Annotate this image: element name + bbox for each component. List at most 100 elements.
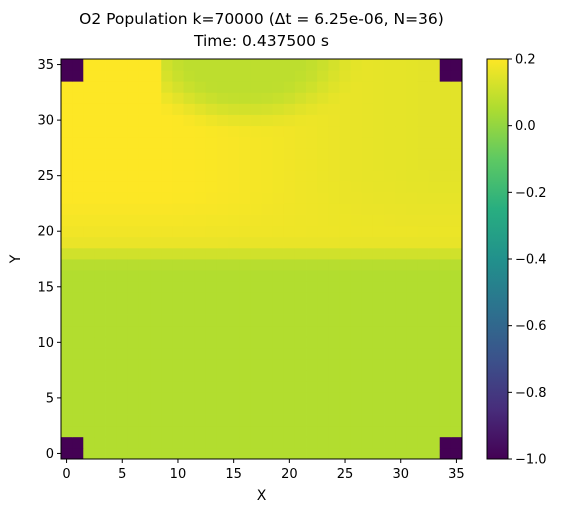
heatmap-cell xyxy=(216,147,229,160)
y-axis-ticks: 0 5 10 15 20 25 30 35 xyxy=(37,58,61,462)
heatmap-cell xyxy=(439,159,452,171)
heatmap-cell xyxy=(228,436,240,449)
heatmap-cell xyxy=(428,92,441,104)
heatmap-cell xyxy=(61,325,73,338)
heatmap-cell xyxy=(205,359,218,371)
heatmap-cell xyxy=(83,381,95,393)
heatmap-cell xyxy=(261,447,274,460)
heatmap-cell xyxy=(350,125,363,138)
heatmap-cell xyxy=(250,392,262,404)
heatmap-cell xyxy=(350,336,363,349)
heatmap-cell xyxy=(406,170,418,182)
heatmap-cell xyxy=(216,59,229,71)
heatmap-cell xyxy=(61,381,73,393)
heatmap-cell xyxy=(172,214,184,227)
heatmap-cell xyxy=(406,425,418,438)
heatmap-cell xyxy=(339,259,352,271)
heatmap-cell xyxy=(317,170,329,182)
heatmap-cell xyxy=(205,347,218,360)
heatmap-cell xyxy=(294,314,307,327)
heatmap-cell xyxy=(172,281,184,293)
heatmap-cell xyxy=(194,181,207,193)
heatmap-cell xyxy=(283,81,296,93)
x-tick-label: 25 xyxy=(337,467,354,482)
heatmap-cell xyxy=(328,114,340,127)
heatmap-cell xyxy=(294,92,307,104)
heatmap-cell xyxy=(183,336,196,349)
heatmap-cell xyxy=(250,170,262,182)
heatmap-cell xyxy=(372,336,385,349)
heatmap-cell xyxy=(317,214,329,227)
heatmap-cell xyxy=(94,414,106,427)
heatmap-cell xyxy=(350,92,363,104)
heatmap-cell xyxy=(228,225,240,238)
heatmap-cell xyxy=(339,403,352,415)
heatmap-cell xyxy=(228,214,240,227)
heatmap-cell xyxy=(395,203,407,215)
heatmap-cell xyxy=(317,359,329,371)
heatmap-cell xyxy=(272,292,285,304)
heatmap-cell xyxy=(350,170,363,182)
heatmap-cell xyxy=(306,170,318,182)
heatmap-cell xyxy=(395,247,407,260)
heatmap-cell xyxy=(384,359,396,371)
heatmap-cell xyxy=(105,281,118,293)
heatmap-cell xyxy=(116,292,129,304)
heatmap-cell xyxy=(161,125,173,138)
heatmap-cell xyxy=(384,392,396,404)
heatmap-cell xyxy=(384,336,396,349)
heatmap-cell xyxy=(61,392,73,404)
heatmap-cell xyxy=(339,159,352,171)
heatmap-cell xyxy=(450,359,463,371)
heatmap-cell xyxy=(205,81,218,93)
heatmap-cell xyxy=(172,81,184,93)
heatmap-cell xyxy=(439,92,452,104)
heatmap-cell xyxy=(228,92,240,104)
heatmap-cell xyxy=(72,247,84,260)
heatmap-cell xyxy=(205,192,218,204)
heatmap-cell xyxy=(83,281,95,293)
heatmap-cell xyxy=(372,92,385,104)
heatmap-cell xyxy=(361,292,374,304)
heatmap-cell xyxy=(161,392,173,404)
heatmap-cell xyxy=(72,325,84,338)
heatmap-cell xyxy=(395,425,407,438)
heatmap-cell xyxy=(127,81,140,93)
heatmap-cell xyxy=(94,259,106,271)
heatmap-cell xyxy=(294,125,307,138)
heatmap-cell xyxy=(83,125,95,138)
heatmap-cell xyxy=(94,314,106,327)
heatmap-cell xyxy=(72,381,84,393)
heatmap-cell xyxy=(150,170,162,182)
heatmap-cell xyxy=(350,225,363,238)
heatmap-cell xyxy=(239,325,251,338)
heatmap-cell xyxy=(94,103,106,115)
heatmap-cell xyxy=(105,225,118,238)
heatmap-cell xyxy=(239,370,251,382)
heatmap-cell xyxy=(150,114,162,127)
heatmap-cell xyxy=(216,403,229,415)
heatmap-cell xyxy=(439,236,452,249)
heatmap-cell xyxy=(138,370,151,382)
heatmap-cell xyxy=(350,203,363,215)
heatmap-cell xyxy=(283,403,296,415)
heatmap-cell xyxy=(328,214,340,227)
heatmap-cell xyxy=(283,392,296,404)
heatmap-cell xyxy=(83,159,95,171)
heatmap-cell xyxy=(250,81,262,93)
heatmap-cell xyxy=(183,303,196,315)
heatmap-cell xyxy=(317,70,329,82)
heatmap-cell xyxy=(228,359,240,371)
heatmap-cell xyxy=(250,436,262,449)
heatmap-cell xyxy=(105,81,118,93)
heatmap-cell xyxy=(250,403,262,415)
heatmap-cell xyxy=(61,170,73,182)
heatmap-cell xyxy=(306,314,318,327)
heatmap-cell xyxy=(61,403,73,415)
heatmap-cell xyxy=(216,214,229,227)
y-tick-label: 30 xyxy=(37,114,54,129)
heatmap-cell xyxy=(439,336,452,349)
colorbar-tick-label: −0.6 xyxy=(515,319,547,334)
heatmap-cell xyxy=(283,59,296,71)
heatmap-cell xyxy=(350,159,363,171)
